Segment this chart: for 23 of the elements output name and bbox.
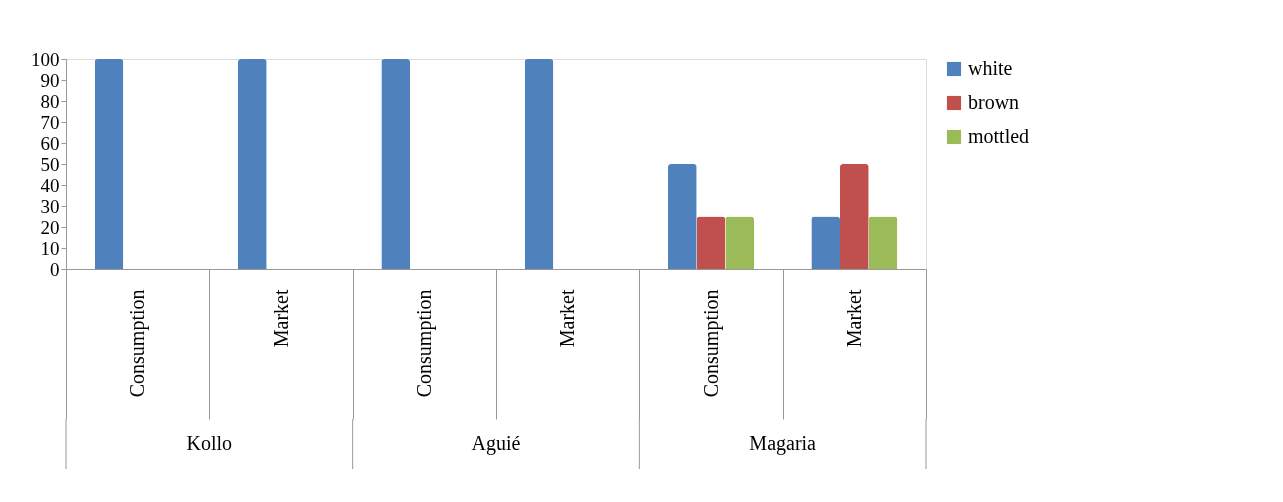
y-tick-label: 0 (50, 258, 60, 280)
y-tick-label: 30 (40, 195, 60, 217)
legend-label: white (968, 57, 1013, 79)
y-tick-label: 60 (40, 132, 60, 154)
text: Aguié (471, 432, 521, 455)
y-tick-label: 10 (40, 237, 60, 259)
x-tick-label: Market (556, 289, 579, 348)
y-tick-label: 90 (40, 69, 60, 91)
y-tick-label: 50 (40, 153, 60, 175)
text: Kollo (186, 432, 233, 454)
x-tick-label: Market (842, 289, 865, 348)
text: Magaria (749, 432, 817, 455)
y-tick-label: 100 (31, 48, 60, 70)
legend-label: mottled (968, 125, 1030, 147)
y-tick-label: 80 (40, 90, 60, 112)
x-tick-label: Consumption (699, 289, 723, 398)
x-tick-label: Consumption (126, 289, 150, 398)
y-tick-label: 40 (40, 174, 60, 196)
y-tick-label: 70 (40, 111, 60, 133)
x-tick-label: Consumption (412, 289, 436, 398)
y-tick-label: 20 (40, 216, 60, 238)
legend-label: brown (968, 91, 1020, 113)
x-tick-label: Market (269, 289, 292, 348)
